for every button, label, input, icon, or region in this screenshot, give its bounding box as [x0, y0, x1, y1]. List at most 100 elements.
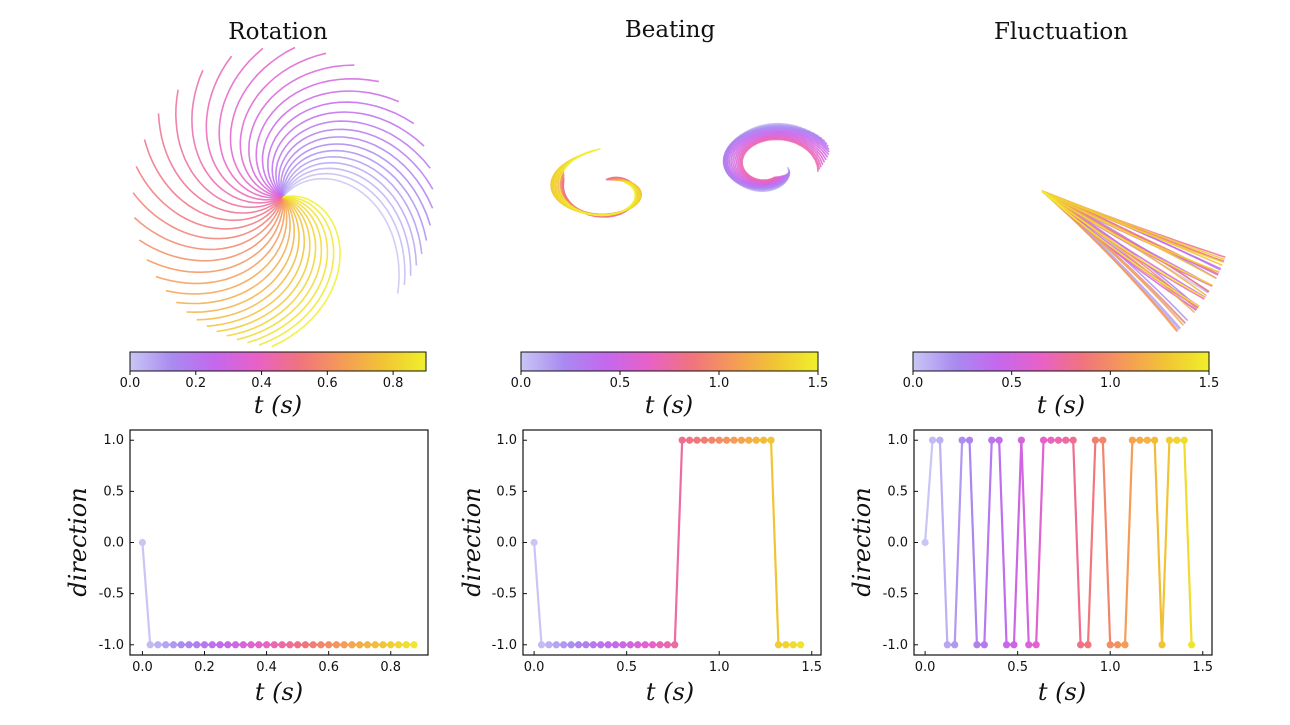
filament-curve	[275, 120, 431, 198]
colorbar-tick-label: 0.8	[383, 376, 404, 391]
data-point	[162, 641, 170, 649]
data-point	[752, 436, 760, 444]
colorbar-label: t (s)	[254, 391, 302, 419]
filament-curve	[271, 195, 341, 348]
filament-curve	[155, 196, 286, 285]
filament-curve	[261, 90, 400, 198]
filament-curve	[132, 192, 284, 240]
x-tick-label: 1.5	[801, 660, 822, 675]
data-point	[700, 436, 708, 444]
data-point	[589, 641, 597, 649]
data-point	[567, 641, 575, 649]
filament-curve	[146, 196, 284, 273]
data-point	[1084, 641, 1092, 649]
filament-curve	[258, 196, 335, 346]
data-point	[185, 641, 193, 649]
filament-curve	[277, 128, 434, 198]
data-point	[262, 641, 271, 649]
data-point	[641, 641, 649, 649]
data-point	[685, 436, 694, 444]
data-point	[545, 641, 553, 649]
series-segment	[938, 439, 949, 646]
data-point	[356, 641, 364, 649]
data-point	[239, 641, 247, 649]
y-axis-label: direction	[64, 487, 92, 596]
panel-title: Beating	[625, 17, 716, 43]
panel-rotation: Rotation 0.0 0.2 0.4 0.6 0.8 t (s) 0.0 0.2 0.4…	[64, 19, 434, 706]
series-segment	[998, 439, 1008, 646]
filament-curve	[556, 149, 638, 217]
data-point	[1158, 641, 1166, 649]
data-point	[208, 641, 216, 649]
y-tick-label: -0.5	[492, 587, 517, 602]
data-point	[340, 641, 348, 649]
data-point	[708, 436, 716, 444]
data-point	[774, 641, 783, 649]
filament-curve	[266, 101, 415, 198]
data-point	[286, 641, 294, 649]
series-segment	[953, 439, 964, 646]
data-point	[715, 436, 723, 444]
filament-curve	[281, 143, 432, 226]
data-point	[348, 641, 356, 649]
y-tick-label: 0.0	[887, 536, 908, 551]
data-point	[626, 641, 634, 649]
filament-curve	[229, 46, 296, 198]
colorbar-label: t (s)	[1037, 391, 1085, 419]
filament-curve	[282, 161, 418, 266]
data-point	[1106, 641, 1114, 649]
data-point	[1025, 641, 1033, 649]
data-point	[394, 641, 403, 649]
colorbar-tick-label: 0.0	[903, 376, 924, 391]
data-point	[1143, 436, 1151, 444]
series-segment	[924, 439, 934, 544]
filament-curve	[135, 166, 284, 230]
data-point	[1017, 436, 1025, 444]
data-point	[619, 641, 627, 649]
data-point	[723, 436, 731, 444]
filament-curve	[1041, 190, 1196, 314]
data-point	[767, 436, 775, 444]
filament-curve	[1041, 190, 1214, 287]
x-tick-label: 0.8	[380, 660, 401, 675]
colorbar-tick-label: 1.0	[1100, 376, 1121, 391]
y-tick-label: 1.0	[103, 433, 124, 448]
filament-curve	[239, 52, 327, 198]
data-point	[530, 538, 538, 547]
panel-beating: Beating 0.0 0.5 1.0 1.5 t (s) 0.0 0.5 1.0 1.5 1…	[458, 17, 830, 706]
data-point	[200, 641, 209, 649]
data-point	[177, 641, 185, 649]
colorbar-tick-label: 0.4	[251, 376, 272, 391]
x-tick-label: 0.4	[256, 660, 277, 675]
data-point	[169, 641, 178, 649]
data-point	[1032, 641, 1040, 649]
data-point	[936, 436, 944, 444]
data-point	[604, 641, 612, 649]
data-point	[216, 641, 224, 649]
y-tick-label: -1.0	[883, 638, 908, 653]
data-point	[980, 641, 988, 649]
series-segment	[1072, 439, 1082, 646]
colorbar-tick-label: 0.2	[185, 376, 206, 391]
data-point	[1076, 641, 1085, 649]
filament-curve	[282, 149, 428, 241]
data-point	[951, 641, 959, 649]
y-tick-label: -0.5	[883, 587, 908, 602]
colorbar-tick-label: 0.5	[1001, 376, 1022, 391]
filament-curve	[1041, 190, 1200, 308]
colorbar-bar	[912, 351, 1210, 372]
y-tick-label: 1.0	[887, 433, 908, 448]
series-segment	[1020, 439, 1030, 646]
data-point	[309, 641, 317, 649]
x-tick-label: 0.0	[915, 660, 936, 675]
data-point	[138, 538, 147, 547]
data-point	[402, 641, 410, 649]
series-segment	[1183, 439, 1193, 646]
series-segment	[983, 439, 993, 646]
x-tick-label: 0.0	[132, 660, 153, 675]
filament-curve	[282, 177, 400, 294]
plot-frame	[522, 429, 822, 656]
series-segment	[533, 541, 543, 646]
filament-curve	[247, 196, 329, 344]
x-axis-label: t (s)	[1038, 678, 1086, 706]
